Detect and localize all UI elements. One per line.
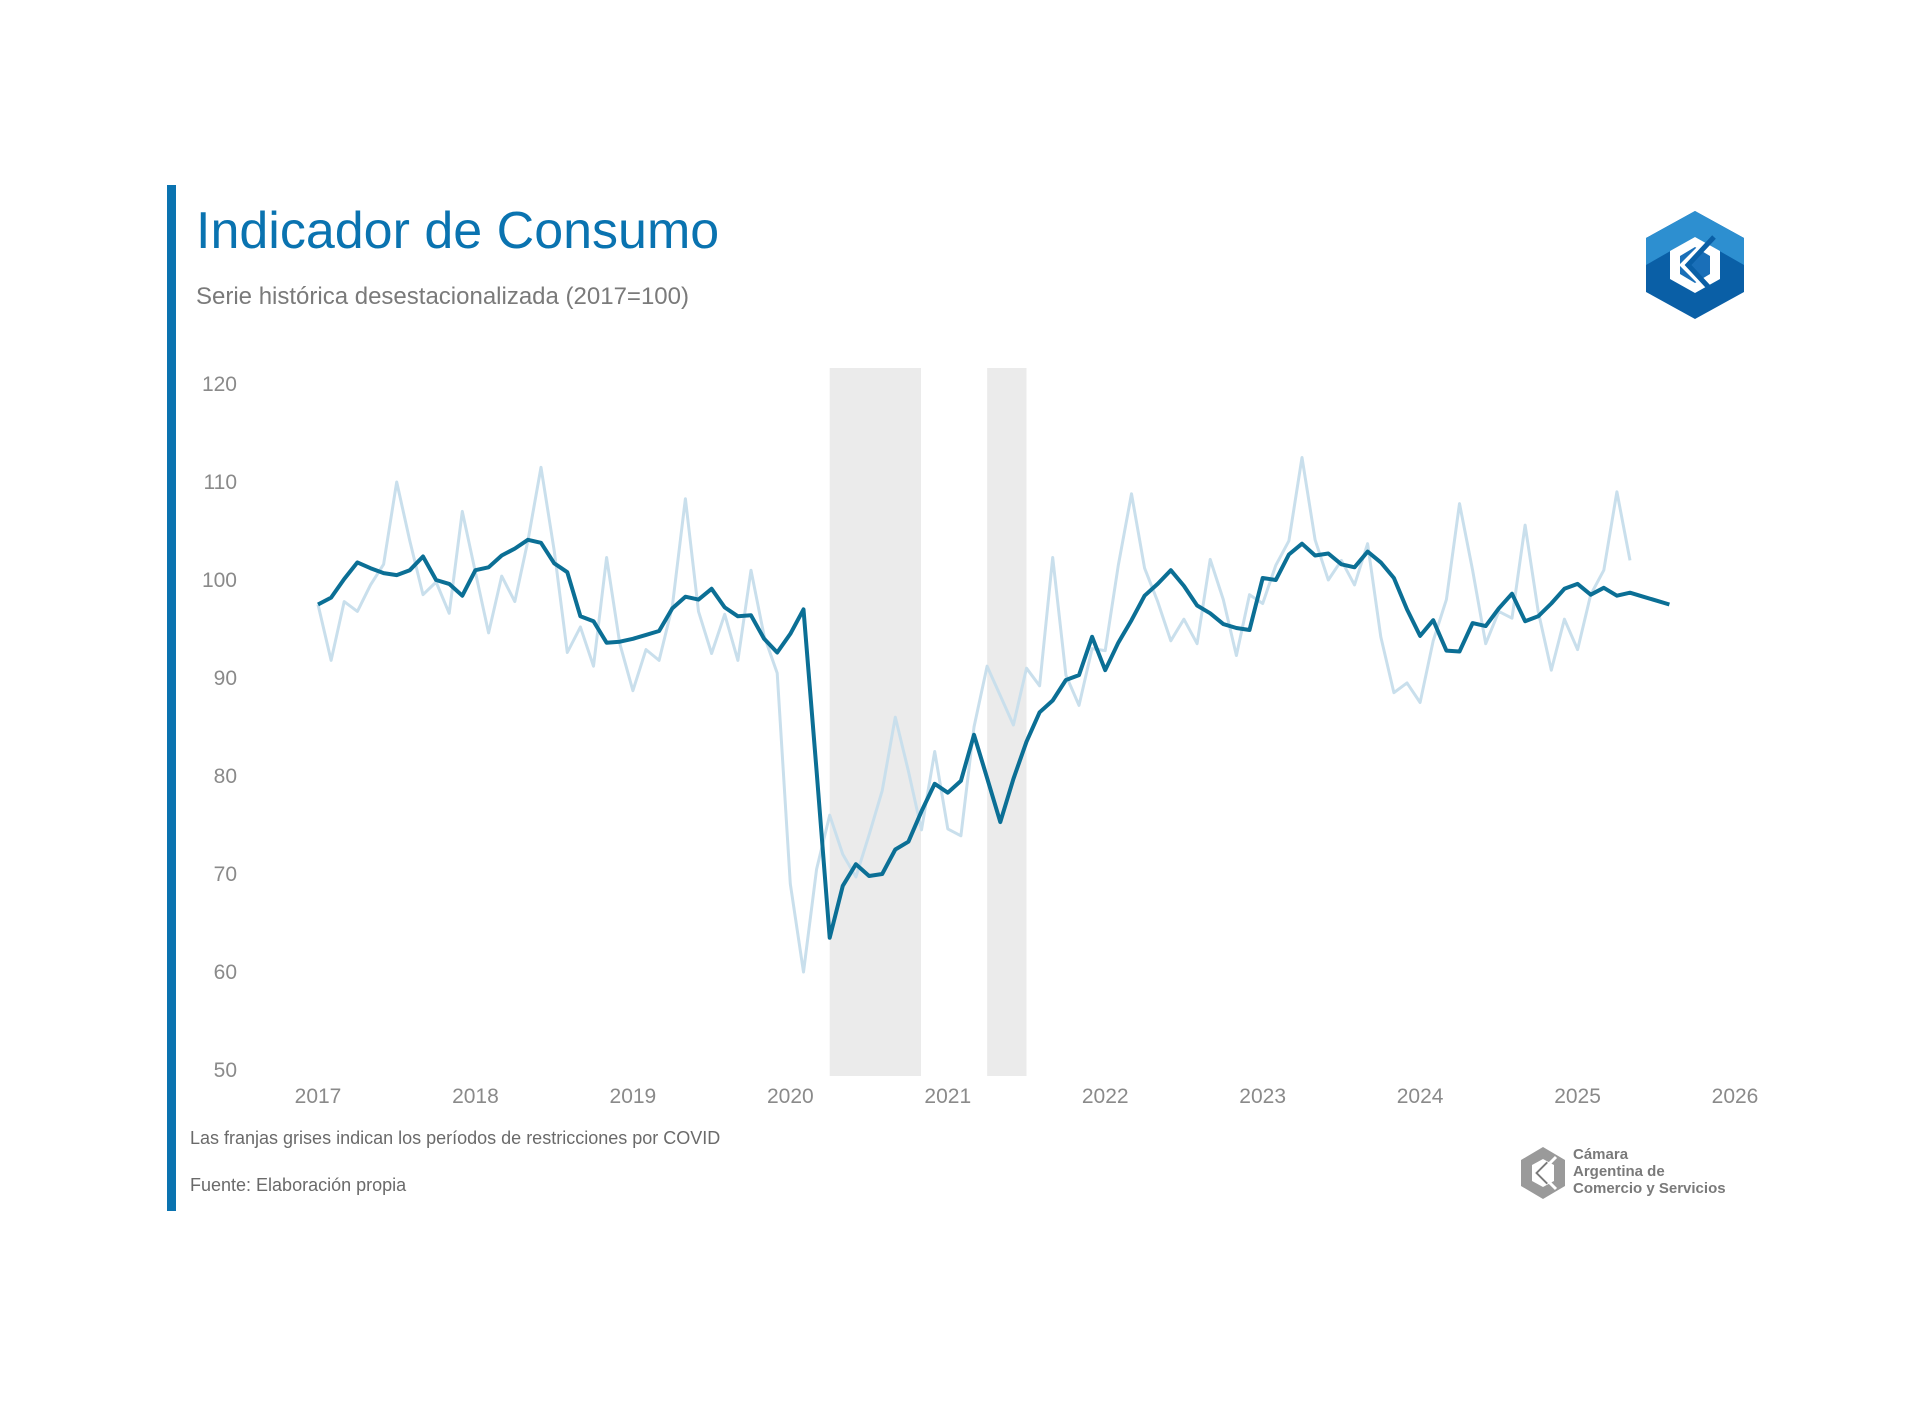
x-tick-label: 2026 (1712, 1085, 1759, 1108)
cac-small-logo-icon (1521, 1147, 1565, 1199)
cac-hexagon-logo-icon (1646, 211, 1744, 319)
y-tick-label: 100 (202, 569, 237, 592)
x-axis-ticks: 2017 2018 2019 2020 2021 2022 2023 2024 2025 2026 (295, 1085, 1759, 1108)
y-tick-label: 60 (214, 961, 237, 984)
x-tick-label: 2020 (767, 1085, 814, 1108)
x-tick-label: 2017 (295, 1085, 342, 1108)
page-subtitle: Serie histórica desestacionalizada (2017… (196, 283, 689, 310)
covid-band (829, 368, 922, 1076)
covid-note: Las franjas grises indican los períodos … (190, 1128, 721, 1148)
footer-org-line: Cámara (1573, 1146, 1629, 1163)
y-tick-label: 80 (214, 765, 237, 788)
covid-bands (829, 368, 1027, 1076)
y-tick-label: 110 (204, 471, 237, 494)
series-seasonally-adjusted-line (317, 537, 1670, 940)
x-tick-label: 2024 (1397, 1085, 1444, 1108)
y-axis-ticks: 120 110 100 90 80 70 60 50 (202, 373, 237, 1082)
footer-org-name: Cámara Argentina de Comercio y Servicios (1573, 1146, 1726, 1197)
page-title: Indicador de Consumo (196, 202, 720, 260)
y-tick-label: 70 (214, 863, 237, 886)
x-tick-label: 2019 (610, 1085, 657, 1108)
covid-band (987, 368, 1027, 1076)
y-tick-label: 90 (214, 667, 237, 690)
x-tick-label: 2022 (1082, 1085, 1129, 1108)
y-tick-label: 50 (214, 1059, 237, 1082)
x-tick-label: 2023 (1239, 1085, 1286, 1108)
series-original-line (316, 456, 1632, 974)
footer-org-line: Comercio y Servicios (1573, 1180, 1726, 1197)
source-note: Fuente: Elaboración propia (190, 1175, 407, 1195)
x-tick-label: 2025 (1554, 1085, 1601, 1108)
x-tick-label: 2018 (452, 1085, 499, 1108)
y-tick-label: 120 (202, 373, 237, 396)
x-tick-label: 2021 (924, 1085, 971, 1108)
footer-org-line: Argentina de (1573, 1163, 1665, 1180)
accent-bar (167, 185, 176, 1211)
